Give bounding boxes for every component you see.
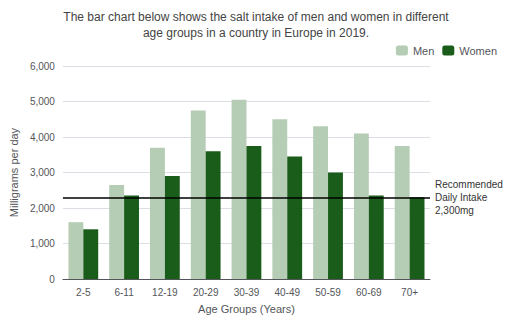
svg-text:Age Groups (Years): Age Groups (Years)	[198, 303, 295, 315]
svg-text:0: 0	[49, 274, 55, 285]
svg-text:5,000: 5,000	[30, 96, 55, 107]
svg-text:1,000: 1,000	[30, 238, 55, 249]
svg-text:20-29: 20-29	[193, 287, 219, 298]
svg-text:age groups in a country in Eur: age groups in a country in Europe in 201…	[143, 26, 369, 40]
svg-text:Men: Men	[413, 45, 434, 57]
svg-text:70+: 70+	[401, 287, 418, 298]
svg-text:12-19: 12-19	[152, 287, 178, 298]
svg-text:6,000: 6,000	[30, 61, 55, 72]
svg-text:30-39: 30-39	[234, 287, 260, 298]
svg-text:2,000: 2,000	[30, 203, 55, 214]
svg-text:The bar chart below shows the: The bar chart below shows the salt intak…	[63, 10, 449, 24]
svg-text:40-49: 40-49	[274, 287, 300, 298]
svg-text:2-5: 2-5	[76, 287, 91, 298]
svg-text:3,000: 3,000	[30, 167, 55, 178]
svg-text:Daily Intake: Daily Intake	[435, 192, 488, 203]
svg-text:Women: Women	[459, 45, 497, 57]
svg-text:6-11: 6-11	[114, 287, 134, 298]
svg-text:Recommended: Recommended	[435, 179, 503, 190]
svg-text:50-59: 50-59	[315, 287, 341, 298]
svg-text:60-69: 60-69	[356, 287, 382, 298]
svg-text:2,300mg: 2,300mg	[435, 205, 474, 216]
svg-text:4,000: 4,000	[30, 132, 55, 143]
svg-text:Milligrams per day: Milligrams per day	[8, 127, 20, 217]
